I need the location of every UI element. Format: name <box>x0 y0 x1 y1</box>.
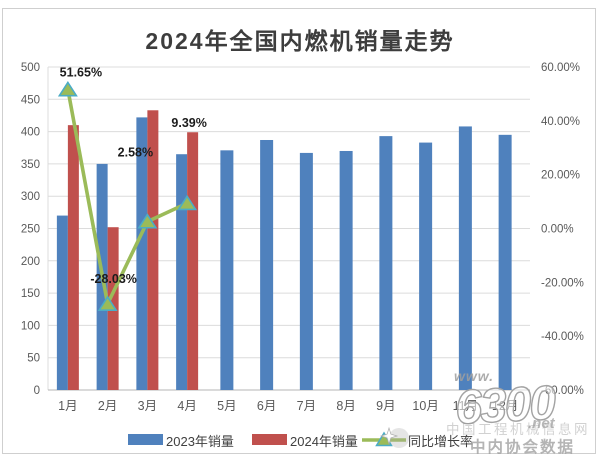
x-axis-label: 8月 <box>336 399 355 413</box>
right-axis-tick: 40.00% <box>541 116 580 128</box>
x-axis-label: 10月 <box>412 399 438 413</box>
bar-2023 <box>458 126 472 390</box>
growth-data-label: 9.39% <box>171 116 206 130</box>
growth-marker-triangle-icon <box>57 80 78 97</box>
left-axis-tick: 50 <box>27 353 40 365</box>
left-axis-tick: 200 <box>21 256 40 268</box>
bar-2023 <box>419 142 433 390</box>
growth-marker-triangle-icon <box>137 213 158 229</box>
growth-marker-triangle-icon <box>177 194 198 211</box>
right-axis-tick: -20.00% <box>541 277 584 289</box>
growth-data-label: 51.65% <box>60 65 102 79</box>
x-axis-label: 2月 <box>98 399 117 413</box>
x-axis-label: 4月 <box>177 399 196 413</box>
x-axis-label: 9月 <box>376 399 395 413</box>
left-axis-tick: 450 <box>21 94 40 106</box>
bar-2024 <box>67 125 79 390</box>
growth-line <box>66 87 189 306</box>
x-axis-label: 6月 <box>257 399 276 413</box>
x-axis-label: 7月 <box>297 399 316 413</box>
bar-2023 <box>56 215 68 390</box>
growth-marker-triangle-icon <box>97 295 118 311</box>
x-axis-label: 5月 <box>217 399 236 413</box>
bar-2023 <box>379 136 393 390</box>
left-axis-tick: 100 <box>21 320 40 332</box>
left-axis-tick: 400 <box>21 127 40 139</box>
right-axis-tick: 60.00% <box>541 62 580 74</box>
left-axis-tick: 300 <box>21 191 40 203</box>
right-axis-tick: -60.00% <box>541 385 584 397</box>
x-axis-label: 1月 <box>58 399 77 413</box>
bar-2023 <box>299 152 313 390</box>
growth-data-label: -28.03% <box>90 272 137 286</box>
x-axis-label: 12月 <box>492 399 518 413</box>
left-axis-tick: 350 <box>21 159 40 171</box>
bar-2023 <box>220 150 234 390</box>
left-axis-tick: 250 <box>21 224 40 236</box>
chart-title: 2024年全国内燃机销量走势 <box>145 28 455 54</box>
left-axis-tick: 0 <box>34 385 40 397</box>
bar-2023 <box>339 150 353 390</box>
left-axis-tick: 150 <box>21 288 40 300</box>
bar-2023 <box>176 154 188 390</box>
bar-2024 <box>187 132 199 390</box>
x-axis-label: 11月 <box>453 399 478 413</box>
right-axis-tick: -40.00% <box>541 331 584 343</box>
bar-2023 <box>260 139 274 390</box>
bar-2023 <box>498 134 512 390</box>
right-axis-tick: 20.00% <box>541 170 580 182</box>
x-axis-label: 3月 <box>138 399 157 413</box>
left-axis-tick: 500 <box>21 62 40 74</box>
growth-data-label: 2.58% <box>118 146 153 160</box>
right-axis-tick: 0.00% <box>541 224 574 236</box>
bar-2023 <box>136 117 148 390</box>
bar-2024 <box>147 110 159 391</box>
